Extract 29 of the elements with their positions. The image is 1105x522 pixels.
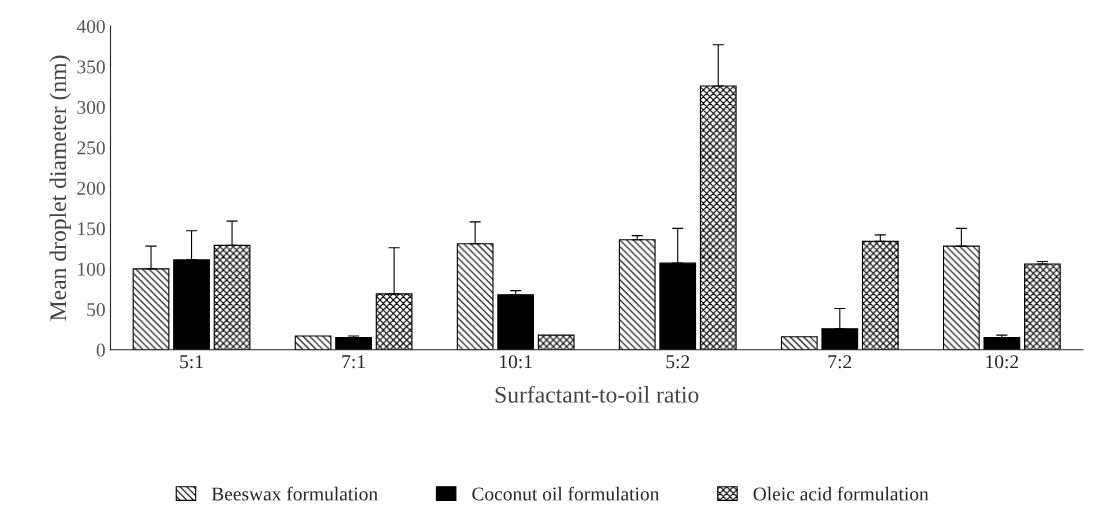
legend-label: Beeswax formulation xyxy=(211,486,378,501)
y-tick-label: 0 xyxy=(96,343,105,357)
bar xyxy=(618,239,656,350)
x-tick-label: 7:2 xyxy=(828,355,852,369)
y-tick-label: 250 xyxy=(77,141,105,155)
x-tick-label: 10:2 xyxy=(986,355,1019,369)
bar xyxy=(699,85,737,350)
bar xyxy=(780,336,818,350)
y-tick-label: 200 xyxy=(77,181,105,195)
bar xyxy=(1024,263,1061,350)
y-tick-label: 350 xyxy=(77,60,105,74)
y-axis-title: Mean droplet diameter (nm) xyxy=(49,55,71,321)
bar xyxy=(335,337,372,350)
y-tick-label: 150 xyxy=(78,222,105,236)
y-tick-label: 400 xyxy=(76,19,105,34)
x-axis-title: Surfactant-to-oil ratio xyxy=(495,385,699,403)
bar xyxy=(537,334,575,350)
y-tick-label: 50 xyxy=(87,303,105,317)
x-tick-label: 7:1 xyxy=(342,355,365,369)
legend-label: Oleic acid formulation xyxy=(753,486,929,501)
y-tick-label: 300 xyxy=(77,100,105,114)
bar xyxy=(497,294,535,350)
bar xyxy=(983,337,1021,350)
bar xyxy=(294,335,332,350)
x-tick-label: 5:1 xyxy=(180,355,203,369)
y-tick-label: 100 xyxy=(78,262,105,276)
legend-label: Coconut oil formulation xyxy=(472,486,660,501)
x-tick-label: 5:2 xyxy=(666,355,690,369)
x-tick-label: 10:1 xyxy=(500,355,532,369)
